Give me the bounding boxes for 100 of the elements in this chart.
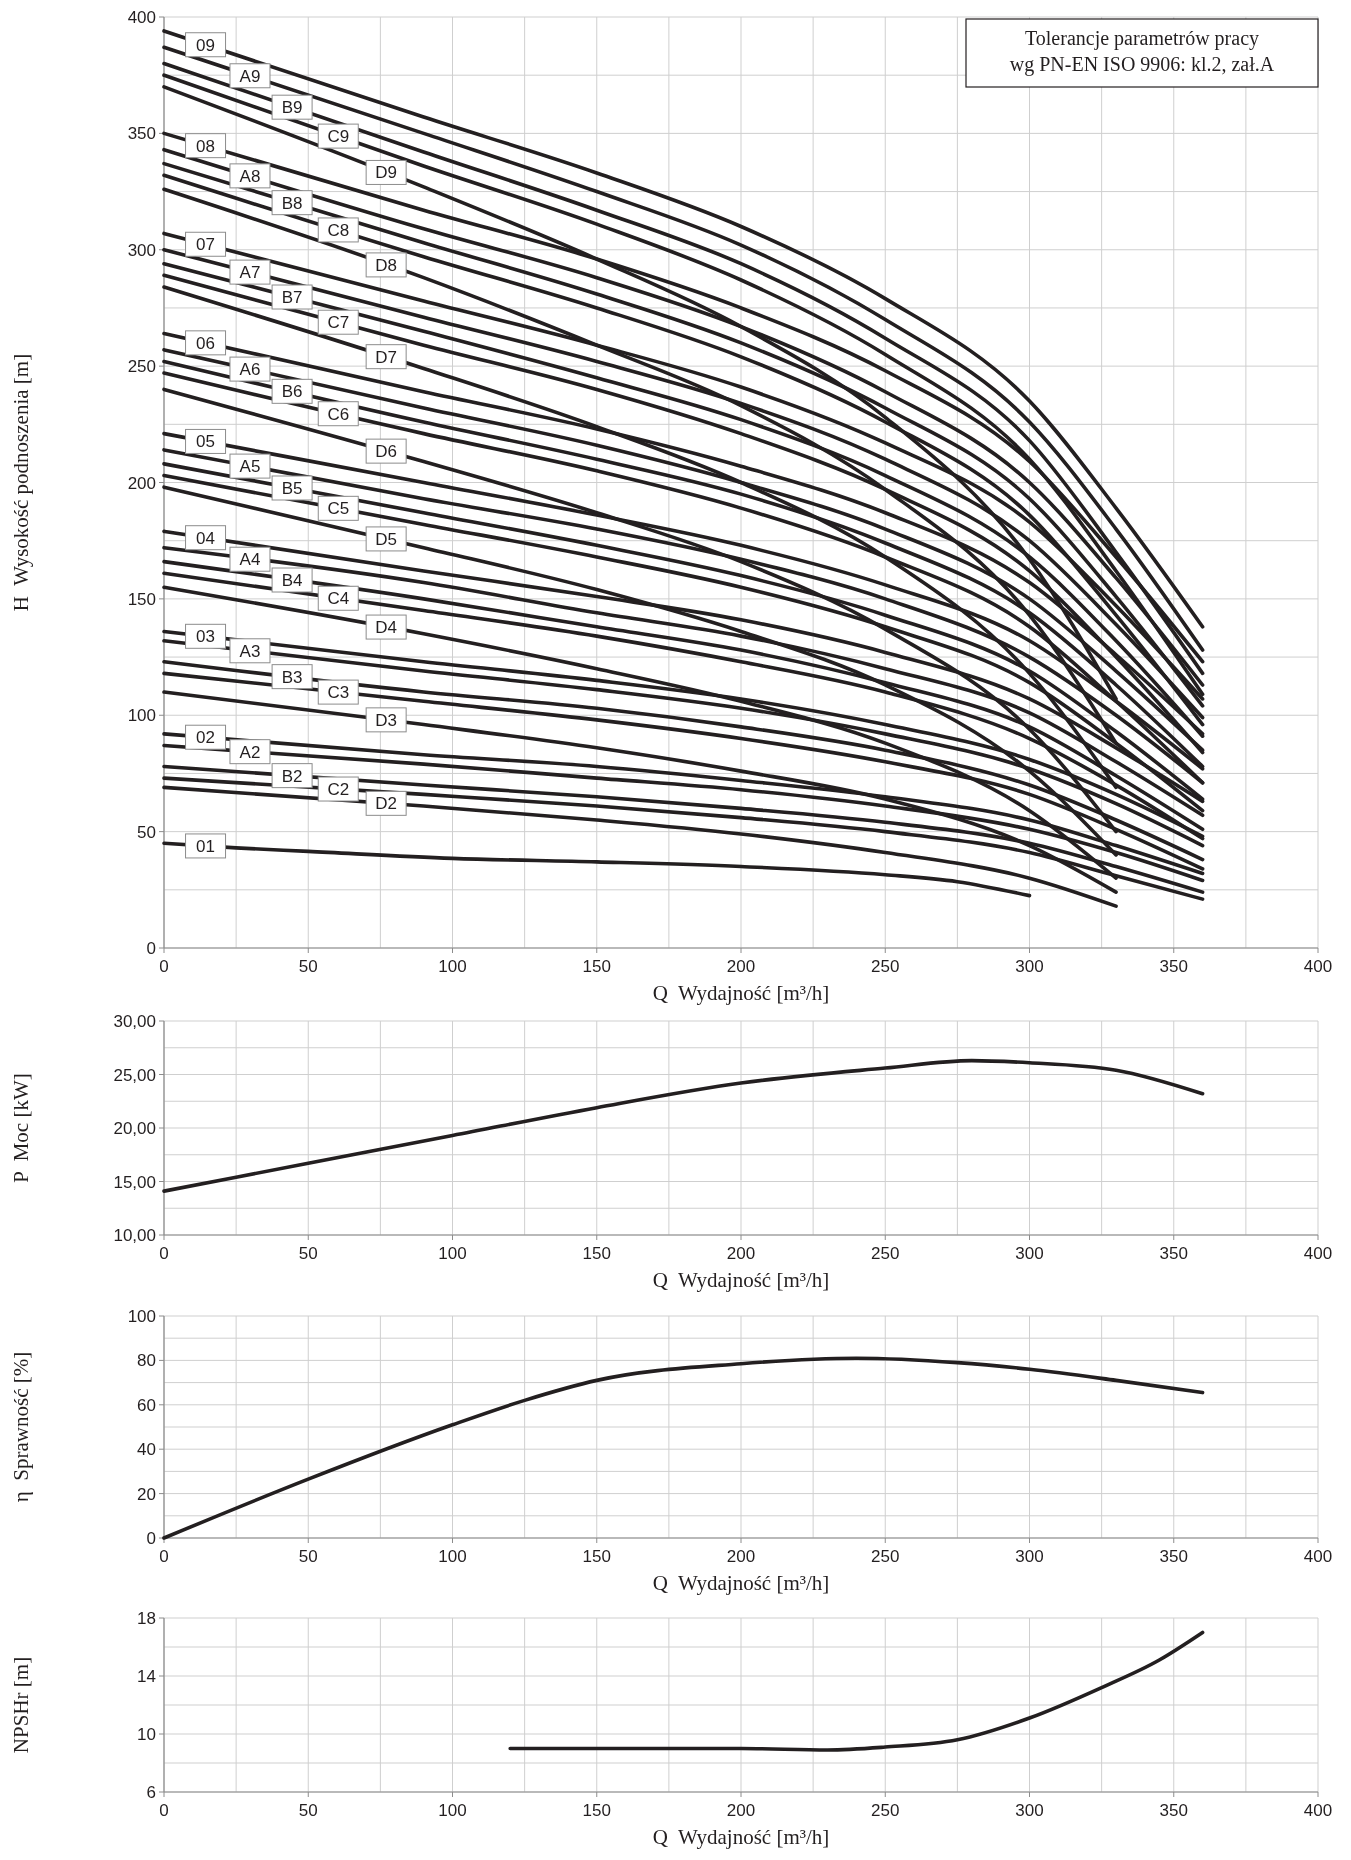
- series-label: 06: [196, 333, 215, 353]
- series-label: A8: [239, 166, 261, 186]
- x-tick-label: 200: [726, 1801, 756, 1820]
- series-label: D2: [375, 794, 398, 814]
- series-label: B9: [281, 98, 303, 118]
- y-axis-title: η Sprawność [%]: [9, 1351, 33, 1503]
- series-label: 07: [196, 235, 215, 255]
- x-axis-title: Q Wydajność [m³/h]: [652, 1825, 830, 1849]
- y-tick-label: 400: [127, 8, 156, 27]
- series-label: 03: [196, 627, 215, 647]
- x-tick-label: 0: [159, 1801, 169, 1820]
- x-tick-label: 350: [1159, 957, 1188, 976]
- series-label: D4: [375, 618, 398, 638]
- x-tick-label: 250: [871, 1547, 900, 1566]
- series-label: C3: [327, 683, 350, 703]
- x-tick-label: 300: [1015, 1801, 1044, 1820]
- series-label: B2: [281, 766, 303, 786]
- x-tick-label: 350: [1159, 1547, 1188, 1566]
- note-box: Tolerancje parametrów pracy wg PN-EN ISO 9906: kl.2, zał.A: [965, 18, 1319, 88]
- series-label: C6: [327, 404, 350, 424]
- y-tick-label: 60: [137, 1395, 156, 1415]
- x-tick-label: 100: [438, 1547, 467, 1566]
- y-tick-label: 18: [137, 1609, 156, 1628]
- series-label: C5: [327, 499, 350, 519]
- series-label: 05: [196, 432, 215, 452]
- y-tick-label: 0: [146, 1529, 156, 1548]
- x-tick-label: 0: [159, 1244, 169, 1263]
- x-axis-title: Q Wydajność [m³/h]: [652, 1268, 830, 1292]
- y-tick-label: 40: [137, 1440, 156, 1460]
- x-tick-label: 250: [871, 1801, 900, 1820]
- y-tick-label: 30,00: [113, 1012, 156, 1031]
- y-tick-label: 20: [137, 1484, 156, 1504]
- series-label: 02: [196, 728, 215, 748]
- x-tick-label: 250: [871, 1244, 900, 1263]
- x-tick-label: 250: [871, 957, 900, 976]
- x-tick-label: 400: [1303, 1801, 1333, 1820]
- x-tick-label: 300: [1015, 957, 1044, 976]
- series-label: C8: [327, 220, 350, 240]
- x-tick-label: 400: [1303, 1547, 1333, 1566]
- x-tick-label: 150: [582, 1547, 611, 1566]
- x-tick-label: 50: [298, 1244, 318, 1263]
- x-tick-label: 150: [582, 1244, 611, 1263]
- y-tick-label: 25,00: [113, 1065, 156, 1085]
- x-axis-title: Q Wydajność [m³/h]: [652, 981, 830, 1005]
- x-tick-label: 0: [159, 957, 169, 976]
- series-label: D9: [375, 163, 398, 183]
- series-label: A3: [239, 641, 261, 661]
- series-label: B3: [281, 667, 303, 687]
- series-label: A4: [239, 550, 261, 570]
- y-tick-label: 50: [137, 822, 156, 842]
- x-tick-label: 150: [582, 1801, 611, 1820]
- x-tick-label: 50: [298, 1801, 318, 1820]
- series-label: 04: [196, 528, 215, 548]
- series-label: D7: [375, 347, 398, 367]
- x-tick-label: 400: [1303, 1244, 1333, 1263]
- x-tick-label: 50: [298, 1547, 318, 1566]
- x-tick-label: 200: [726, 1547, 756, 1566]
- x-tick-label: 400: [1303, 957, 1333, 976]
- x-tick-label: 150: [582, 957, 611, 976]
- y-axis-title: NPSHr [m]: [9, 1656, 33, 1754]
- y-tick-label: 350: [127, 124, 156, 144]
- y-tick-label: 100: [127, 1307, 156, 1326]
- series-label: C9: [327, 127, 350, 147]
- series-label: A2: [239, 742, 261, 762]
- x-tick-label: 50: [298, 957, 318, 976]
- series-label: A6: [239, 360, 261, 380]
- series-label: C4: [327, 589, 350, 609]
- y-tick-label: 20,00: [113, 1119, 156, 1138]
- y-tick-label: 14: [137, 1667, 156, 1686]
- y-tick-label: 80: [137, 1351, 156, 1371]
- x-tick-label: 200: [726, 957, 756, 976]
- series-label: B6: [281, 382, 303, 402]
- annotation: Tolerancje parametrów pracy wg PN-EN ISO 9906: kl.2, zał.A: [1009, 27, 1275, 76]
- y-tick-label: 10,00: [113, 1226, 156, 1245]
- series-label: D3: [375, 710, 398, 730]
- series-label: B4: [281, 571, 303, 591]
- x-tick-label: 100: [438, 1244, 467, 1263]
- x-tick-label: 200: [726, 1244, 756, 1263]
- series-label: D6: [375, 442, 398, 462]
- series-label: B8: [281, 193, 303, 213]
- y-axis-title: H Wysokość podnoszenia [m]: [9, 353, 33, 612]
- series-label: C2: [327, 780, 350, 800]
- y-tick-label: 250: [127, 357, 156, 377]
- x-tick-label: 0: [159, 1547, 169, 1566]
- series-label: D8: [375, 255, 398, 275]
- series-label: B7: [281, 288, 303, 308]
- x-axis-title: Q Wydajność [m³/h]: [652, 1571, 830, 1595]
- y-tick-label: 150: [127, 589, 156, 609]
- x-tick-label: 350: [1159, 1244, 1188, 1263]
- series-label: A9: [239, 66, 261, 86]
- series-label: C7: [327, 313, 350, 333]
- y-axis-title: P Moc [kW]: [9, 1073, 33, 1183]
- y-tick-label: 0: [146, 939, 156, 958]
- series-label: B5: [281, 478, 303, 498]
- y-tick-label: 15,00: [113, 1172, 156, 1192]
- x-tick-label: 100: [438, 1801, 467, 1820]
- series-label: D5: [375, 529, 398, 549]
- series-label: 09: [196, 35, 215, 55]
- x-tick-label: 350: [1159, 1801, 1188, 1820]
- y-tick-label: 200: [127, 473, 156, 493]
